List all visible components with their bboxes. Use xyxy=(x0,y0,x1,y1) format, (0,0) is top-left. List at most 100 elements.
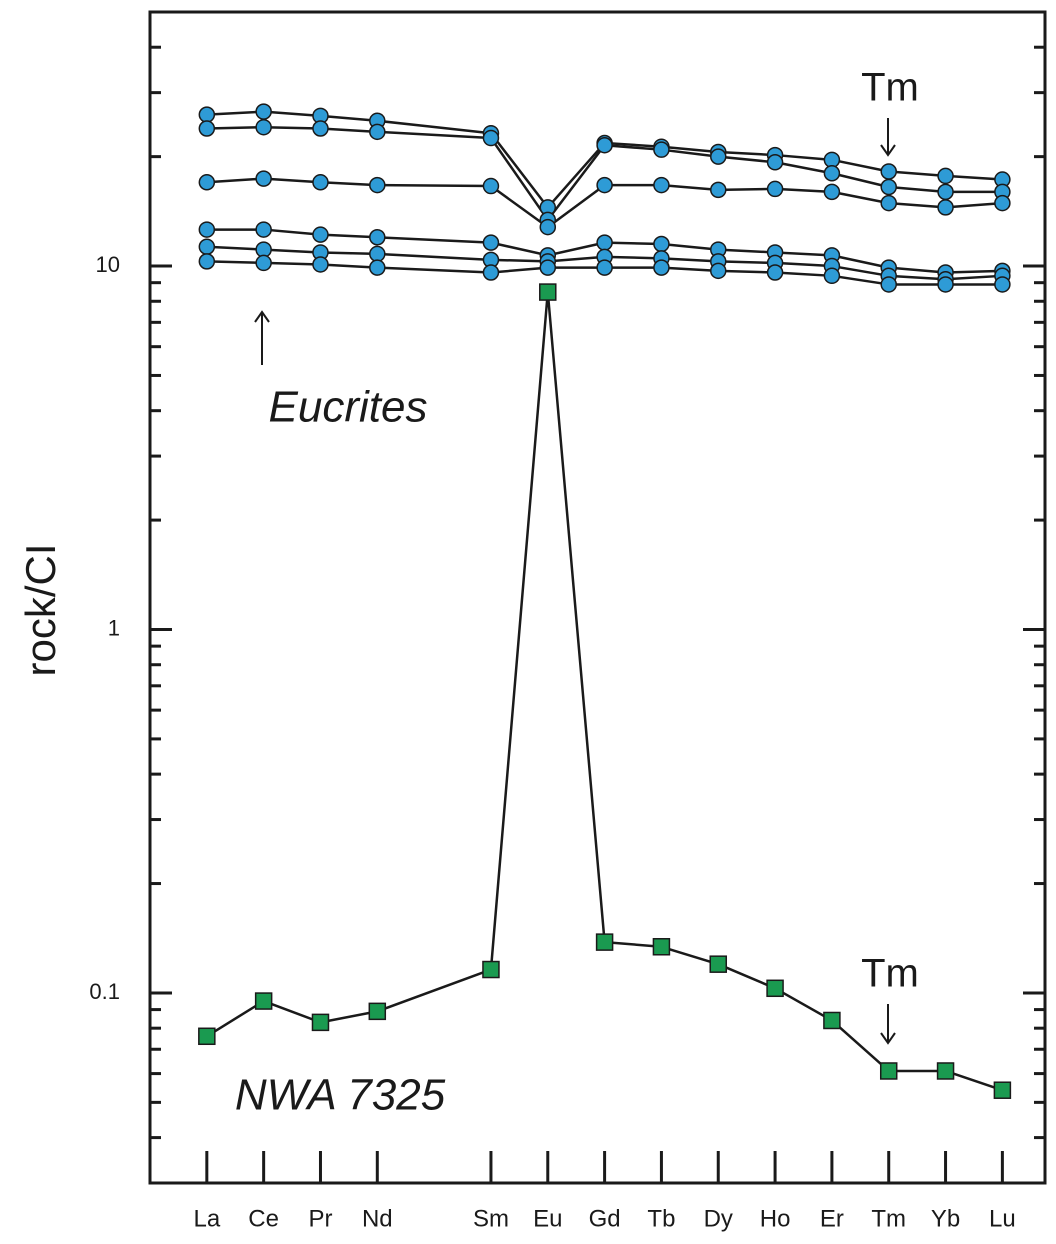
x-tick-label: Lu xyxy=(989,1205,1016,1232)
x-tick-label: Gd xyxy=(589,1205,621,1232)
data-point xyxy=(994,276,1011,293)
arrow-head xyxy=(254,310,270,323)
x-tick-label: Tm xyxy=(871,1205,906,1232)
data-point xyxy=(880,276,897,293)
data-point xyxy=(198,221,216,238)
y-tick-label: 0.1 xyxy=(89,979,120,1004)
series-line xyxy=(206,177,1003,229)
data-point xyxy=(710,181,727,199)
data-point xyxy=(255,254,272,272)
data-point xyxy=(823,1011,841,1030)
data-point xyxy=(880,178,897,196)
data-point xyxy=(482,234,500,251)
arrow-head xyxy=(880,144,896,157)
x-tick-label: Eu xyxy=(533,1205,562,1232)
data-point xyxy=(937,199,954,216)
x-tick-label: Yb xyxy=(931,1205,960,1232)
data-point xyxy=(653,176,670,194)
y-tick-label: 1 xyxy=(108,615,120,640)
data-point xyxy=(880,194,897,212)
x-tick-label: Pr xyxy=(308,1205,332,1232)
data-point xyxy=(255,221,272,238)
data-point xyxy=(595,933,614,951)
data-point xyxy=(653,141,670,158)
data-point xyxy=(539,283,557,301)
x-tick-label: Tb xyxy=(647,1205,675,1232)
series-line xyxy=(206,290,1003,1092)
data-point xyxy=(482,129,500,147)
data-point xyxy=(937,183,954,201)
data-point xyxy=(539,218,557,236)
data-point xyxy=(254,992,273,1010)
data-point xyxy=(482,177,500,195)
data-point xyxy=(880,163,897,180)
data-point xyxy=(653,259,670,276)
data-point xyxy=(482,264,500,281)
x-tick-label: Ho xyxy=(760,1205,791,1232)
data-point xyxy=(312,226,329,243)
data-point xyxy=(652,938,671,956)
data-point xyxy=(369,176,386,194)
data-point xyxy=(369,259,386,276)
data-point xyxy=(312,256,329,273)
data-point xyxy=(710,262,727,280)
series-line xyxy=(206,110,1003,209)
data-point xyxy=(368,1002,387,1021)
series-line xyxy=(206,245,1003,281)
data-point xyxy=(312,174,329,191)
annotation: NWA 7325 xyxy=(235,1071,446,1120)
data-point xyxy=(198,253,216,270)
annotation: Eucrites xyxy=(269,383,428,432)
data-point xyxy=(198,106,216,123)
y-axis-label: rock/CI xyxy=(17,543,64,676)
plot-frame xyxy=(148,10,1047,1185)
data-point xyxy=(766,979,784,998)
data-point xyxy=(879,1062,898,1080)
arrow-head xyxy=(880,1032,896,1045)
x-tick-label: Er xyxy=(820,1205,844,1232)
annotation: Tm xyxy=(861,66,919,110)
data-point xyxy=(198,120,216,137)
data-point xyxy=(198,174,216,191)
data-point xyxy=(198,238,216,256)
data-point xyxy=(766,264,784,281)
data-point xyxy=(653,235,670,253)
data-point xyxy=(311,1013,330,1032)
data-point xyxy=(766,154,784,171)
data-point xyxy=(710,148,727,165)
data-point xyxy=(937,276,954,293)
data-point xyxy=(369,123,386,141)
data-point xyxy=(255,118,272,136)
data-point xyxy=(596,234,613,251)
data-point xyxy=(823,267,841,285)
data-point xyxy=(369,245,386,263)
x-tick-label: Sm xyxy=(473,1205,509,1232)
data-point xyxy=(369,229,386,246)
series-line xyxy=(206,228,1003,274)
data-point xyxy=(709,955,728,973)
data-point xyxy=(823,165,841,182)
data-point xyxy=(312,120,329,137)
data-point xyxy=(994,194,1011,212)
annotation: Tm xyxy=(861,952,919,996)
data-point xyxy=(936,1062,955,1080)
x-tick-label: Ce xyxy=(248,1205,279,1232)
x-tick-label: Dy xyxy=(704,1205,733,1232)
series-line xyxy=(206,260,1003,286)
data-point xyxy=(596,136,613,154)
data-point xyxy=(823,183,841,201)
data-point xyxy=(766,180,784,198)
y-tick-label: 10 xyxy=(96,252,120,277)
data-point xyxy=(596,259,613,276)
data-point xyxy=(198,1027,216,1046)
series-line xyxy=(206,125,1003,222)
x-tick-label: Nd xyxy=(362,1205,393,1232)
x-tick-label: La xyxy=(193,1205,220,1232)
data-point xyxy=(993,1081,1012,1099)
data-point xyxy=(482,960,500,979)
data-point xyxy=(539,259,557,276)
data-point xyxy=(255,170,272,187)
data-point xyxy=(596,176,613,194)
data-point xyxy=(937,167,954,185)
